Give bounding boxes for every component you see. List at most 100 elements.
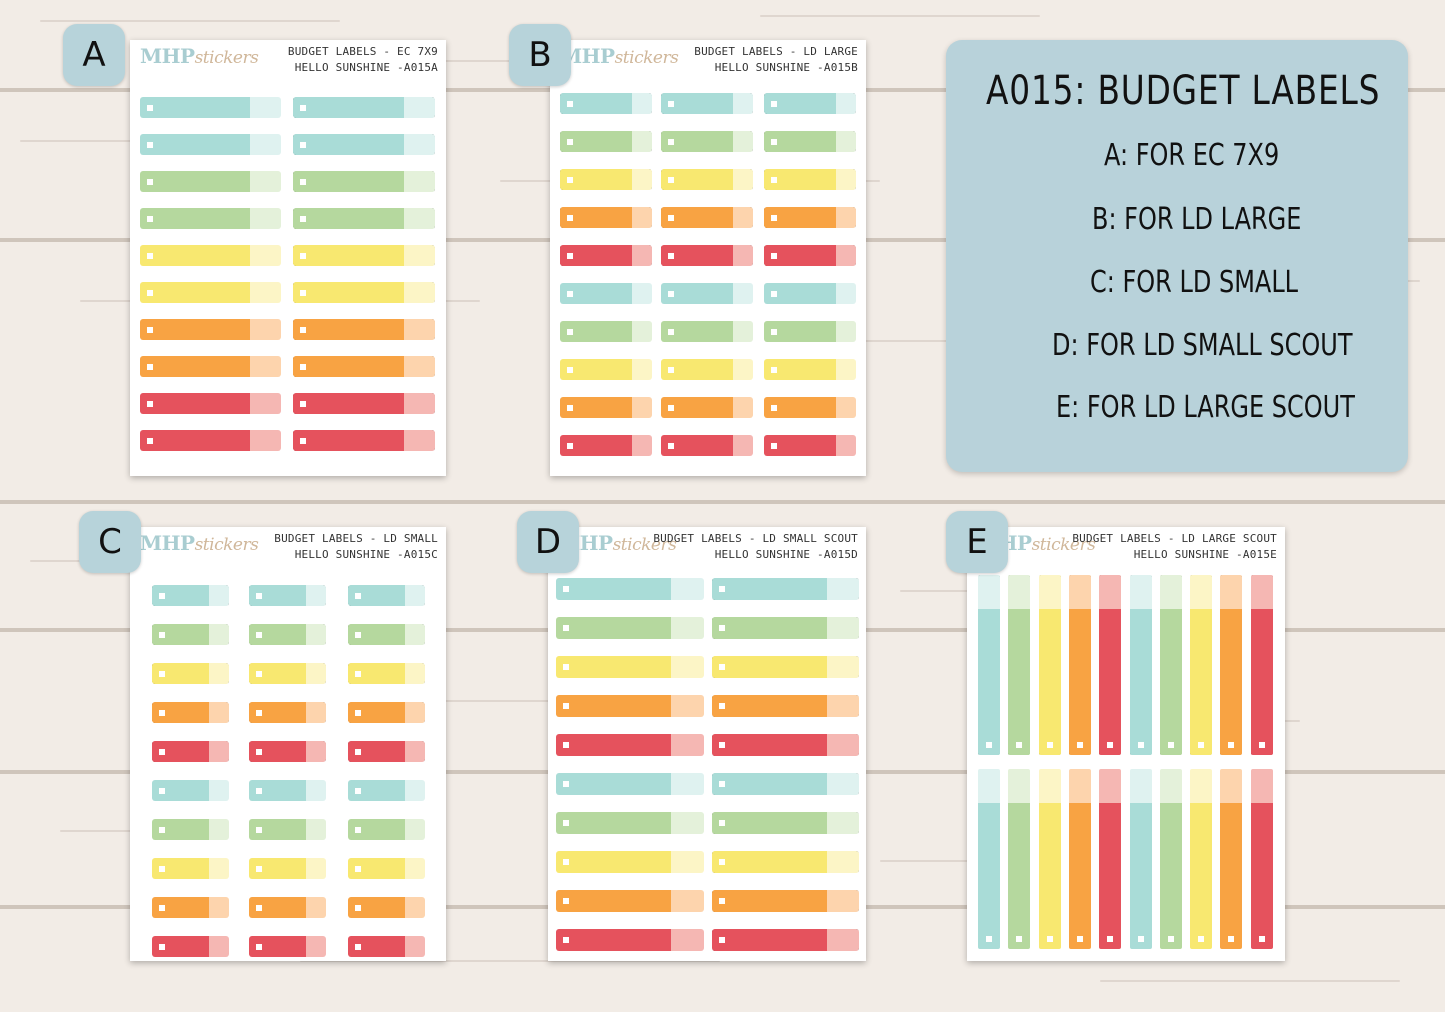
checkbox-square xyxy=(771,215,777,221)
budget-label-sticker xyxy=(293,319,435,340)
checkbox-square xyxy=(147,216,153,222)
budget-label-sticker xyxy=(764,321,856,342)
checkbox-square xyxy=(1198,936,1204,942)
budget-label-sticker xyxy=(249,858,326,879)
budget-label-sticker xyxy=(348,780,425,801)
budget-label-sticker xyxy=(140,208,281,229)
checkbox-square xyxy=(1016,742,1022,748)
checkbox-square xyxy=(1228,742,1234,748)
checkbox-square xyxy=(1228,936,1234,942)
checkbox-square xyxy=(771,443,777,449)
budget-label-sticker xyxy=(249,585,326,606)
budget-label-sticker xyxy=(152,585,229,606)
budget-label-sticker xyxy=(1130,575,1152,755)
budget-label-sticker xyxy=(1220,769,1242,949)
checkbox-square xyxy=(159,593,165,599)
budget-label-sticker xyxy=(140,282,281,303)
checkbox-square xyxy=(771,291,777,297)
checkbox-square xyxy=(256,944,262,950)
checkbox-square xyxy=(159,905,165,911)
budget-label-sticker xyxy=(348,663,425,684)
checkbox-square xyxy=(1198,742,1204,748)
budget-label-sticker xyxy=(978,575,1000,755)
budget-label-sticker xyxy=(293,134,435,155)
budget-label-sticker xyxy=(560,359,652,380)
sheet-a: MHPstickers BUDGET LABELS - EC 7X9 HELLO … xyxy=(130,40,446,476)
budget-label-sticker xyxy=(661,397,753,418)
checkbox-square xyxy=(719,742,725,748)
checkbox-square xyxy=(256,710,262,716)
budget-label-sticker xyxy=(764,245,856,266)
budget-label-sticker xyxy=(556,929,704,951)
budget-label-sticker xyxy=(348,858,425,879)
checkbox-square xyxy=(300,401,306,407)
checkbox-square xyxy=(986,742,992,748)
budget-label-sticker xyxy=(152,819,229,840)
budget-label-sticker xyxy=(764,435,856,456)
budget-label-sticker xyxy=(556,773,704,795)
checkbox-square xyxy=(147,253,153,259)
budget-label-sticker xyxy=(293,393,435,414)
checkbox-square xyxy=(300,290,306,296)
budget-label-sticker xyxy=(661,169,753,190)
budget-label-sticker xyxy=(348,702,425,723)
checkbox-square xyxy=(147,290,153,296)
badge-d: D xyxy=(517,511,579,573)
checkbox-square xyxy=(668,177,674,183)
checkbox-square xyxy=(668,101,674,107)
budget-label-sticker xyxy=(712,773,859,795)
checkbox-square xyxy=(300,142,306,148)
checkbox-square xyxy=(300,438,306,444)
brand-logo: MHPstickers xyxy=(140,44,259,68)
checkbox-square xyxy=(567,367,573,373)
checkbox-square xyxy=(563,781,569,787)
budget-label-sticker xyxy=(249,819,326,840)
checkbox-square xyxy=(355,944,361,950)
info-line-e: E: FOR LD LARGE SCOUT xyxy=(1056,390,1355,425)
checkbox-square xyxy=(563,625,569,631)
budget-label-sticker xyxy=(152,936,229,957)
checkbox-square xyxy=(355,905,361,911)
checkbox-square xyxy=(147,179,153,185)
budget-label-sticker xyxy=(152,741,229,762)
checkbox-square xyxy=(563,898,569,904)
checkbox-square xyxy=(256,788,262,794)
checkbox-square xyxy=(1077,936,1083,942)
checkbox-square xyxy=(1047,742,1053,748)
checkbox-square xyxy=(1138,936,1144,942)
badge-c: C xyxy=(79,511,141,573)
budget-label-sticker xyxy=(661,359,753,380)
budget-label-sticker xyxy=(348,741,425,762)
budget-label-sticker xyxy=(249,741,326,762)
info-line-a: A: FOR EC 7X9 xyxy=(1104,138,1280,173)
budget-label-sticker xyxy=(249,780,326,801)
budget-label-sticker xyxy=(140,171,281,192)
checkbox-square xyxy=(355,671,361,677)
checkbox-square xyxy=(719,664,725,670)
budget-label-sticker xyxy=(1069,769,1091,949)
budget-label-sticker xyxy=(661,207,753,228)
budget-label-sticker xyxy=(1130,769,1152,949)
checkbox-square xyxy=(719,586,725,592)
checkbox-square xyxy=(771,139,777,145)
sheet-c: MHPstickers BUDGET LABELS - LD SMALL HELL… xyxy=(130,527,446,961)
checkbox-square xyxy=(256,632,262,638)
checkbox-square xyxy=(567,291,573,297)
checkbox-square xyxy=(1016,936,1022,942)
checkbox-square xyxy=(159,671,165,677)
checkbox-square xyxy=(355,866,361,872)
budget-label-sticker xyxy=(560,321,652,342)
budget-label-sticker xyxy=(764,93,856,114)
budget-label-sticker xyxy=(712,812,859,834)
checkbox-square xyxy=(147,142,153,148)
budget-label-sticker xyxy=(1008,575,1030,755)
budget-label-sticker xyxy=(152,663,229,684)
checkbox-square xyxy=(355,788,361,794)
sheet-b: MHPstickers BUDGET LABELS - LD LARGE HELL… xyxy=(550,40,866,476)
budget-label-sticker xyxy=(661,283,753,304)
sheet-title: BUDGET LABELS - LD LARGE SCOUT HELLO SUNS… xyxy=(1072,532,1277,561)
checkbox-square xyxy=(300,253,306,259)
budget-label-sticker xyxy=(152,702,229,723)
checkbox-square xyxy=(1107,936,1113,942)
checkbox-square xyxy=(300,364,306,370)
